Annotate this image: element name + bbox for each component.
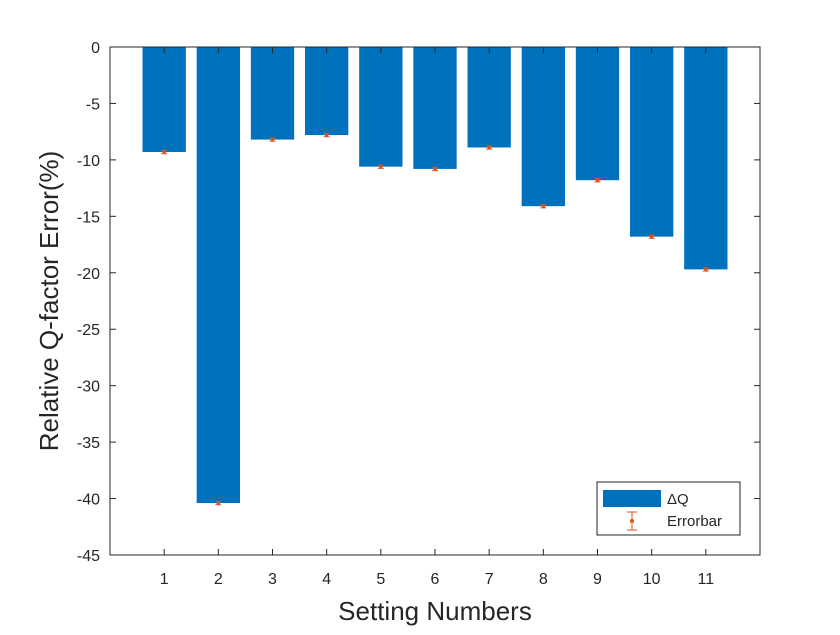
x-tick-label: 8 [539,571,548,588]
y-ticks: 0 -5 -10 -15 -20 -25 -30 -35 -40 -45 [77,40,760,565]
y-tick-label: 0 [91,40,100,57]
errorbar-8 [540,203,547,209]
bar-7 [467,47,511,148]
x-tick-label: 9 [593,571,602,588]
x-tick-label: 4 [322,571,331,588]
y-tick-label: -20 [77,266,100,283]
legend-bar-swatch [603,490,661,507]
y-tick-label: -40 [77,492,100,509]
errorbar-5 [377,164,384,169]
x-tick-label: 7 [485,571,494,588]
x-tick-label: 5 [376,571,385,588]
y-tick-label: -15 [77,209,100,226]
legend: ΔQ Errorbar [596,481,741,536]
errorbar-4 [323,132,330,138]
bar-4 [305,47,349,136]
bar-5 [359,47,403,167]
legend-label-delta-q: ΔQ [667,491,689,508]
bar-9 [575,47,620,181]
bar-1 [142,47,186,152]
errorbars-layer [161,132,709,506]
y-axis-label: Relative Q-factor Error(%) [34,151,64,452]
x-tick-label: 3 [268,571,277,588]
y-tick-label: -30 [77,379,100,396]
y-tick-label: -35 [77,435,100,452]
errorbar-6 [432,166,438,172]
y-tick-label: -10 [77,153,100,170]
legend-label-errorbar: Errorbar [667,513,722,530]
x-tick-label: 6 [431,571,440,588]
bar-8 [521,47,565,207]
errorbar-3 [269,137,276,142]
bar-6 [413,47,457,169]
x-axis-label: Setting Numbers [338,596,532,626]
legend-errorbar-swatch [627,511,637,531]
errorbar-10 [648,234,655,239]
x-ticks: 1 2 3 4 5 6 7 8 9 10 11 [160,47,715,588]
x-tick-label: 10 [643,571,661,588]
errorbar-9 [594,178,601,183]
x-tick-label: 11 [698,571,715,588]
y-tick-label: -45 [77,548,100,565]
x-tick-label: 1 [160,571,169,588]
y-tick-label: -5 [86,96,100,113]
errorbar-1 [161,149,168,155]
bar-2 [196,47,240,504]
x-tick-label: 2 [214,571,223,588]
bars-layer [142,47,728,504]
bar-10 [630,47,674,237]
bar-11 [684,47,728,270]
y-tick-label: -25 [77,322,100,339]
errorbar-11 [702,267,709,272]
errorbar-2 [215,500,222,506]
errorbar-7 [486,145,493,150]
bar-3 [250,47,295,140]
